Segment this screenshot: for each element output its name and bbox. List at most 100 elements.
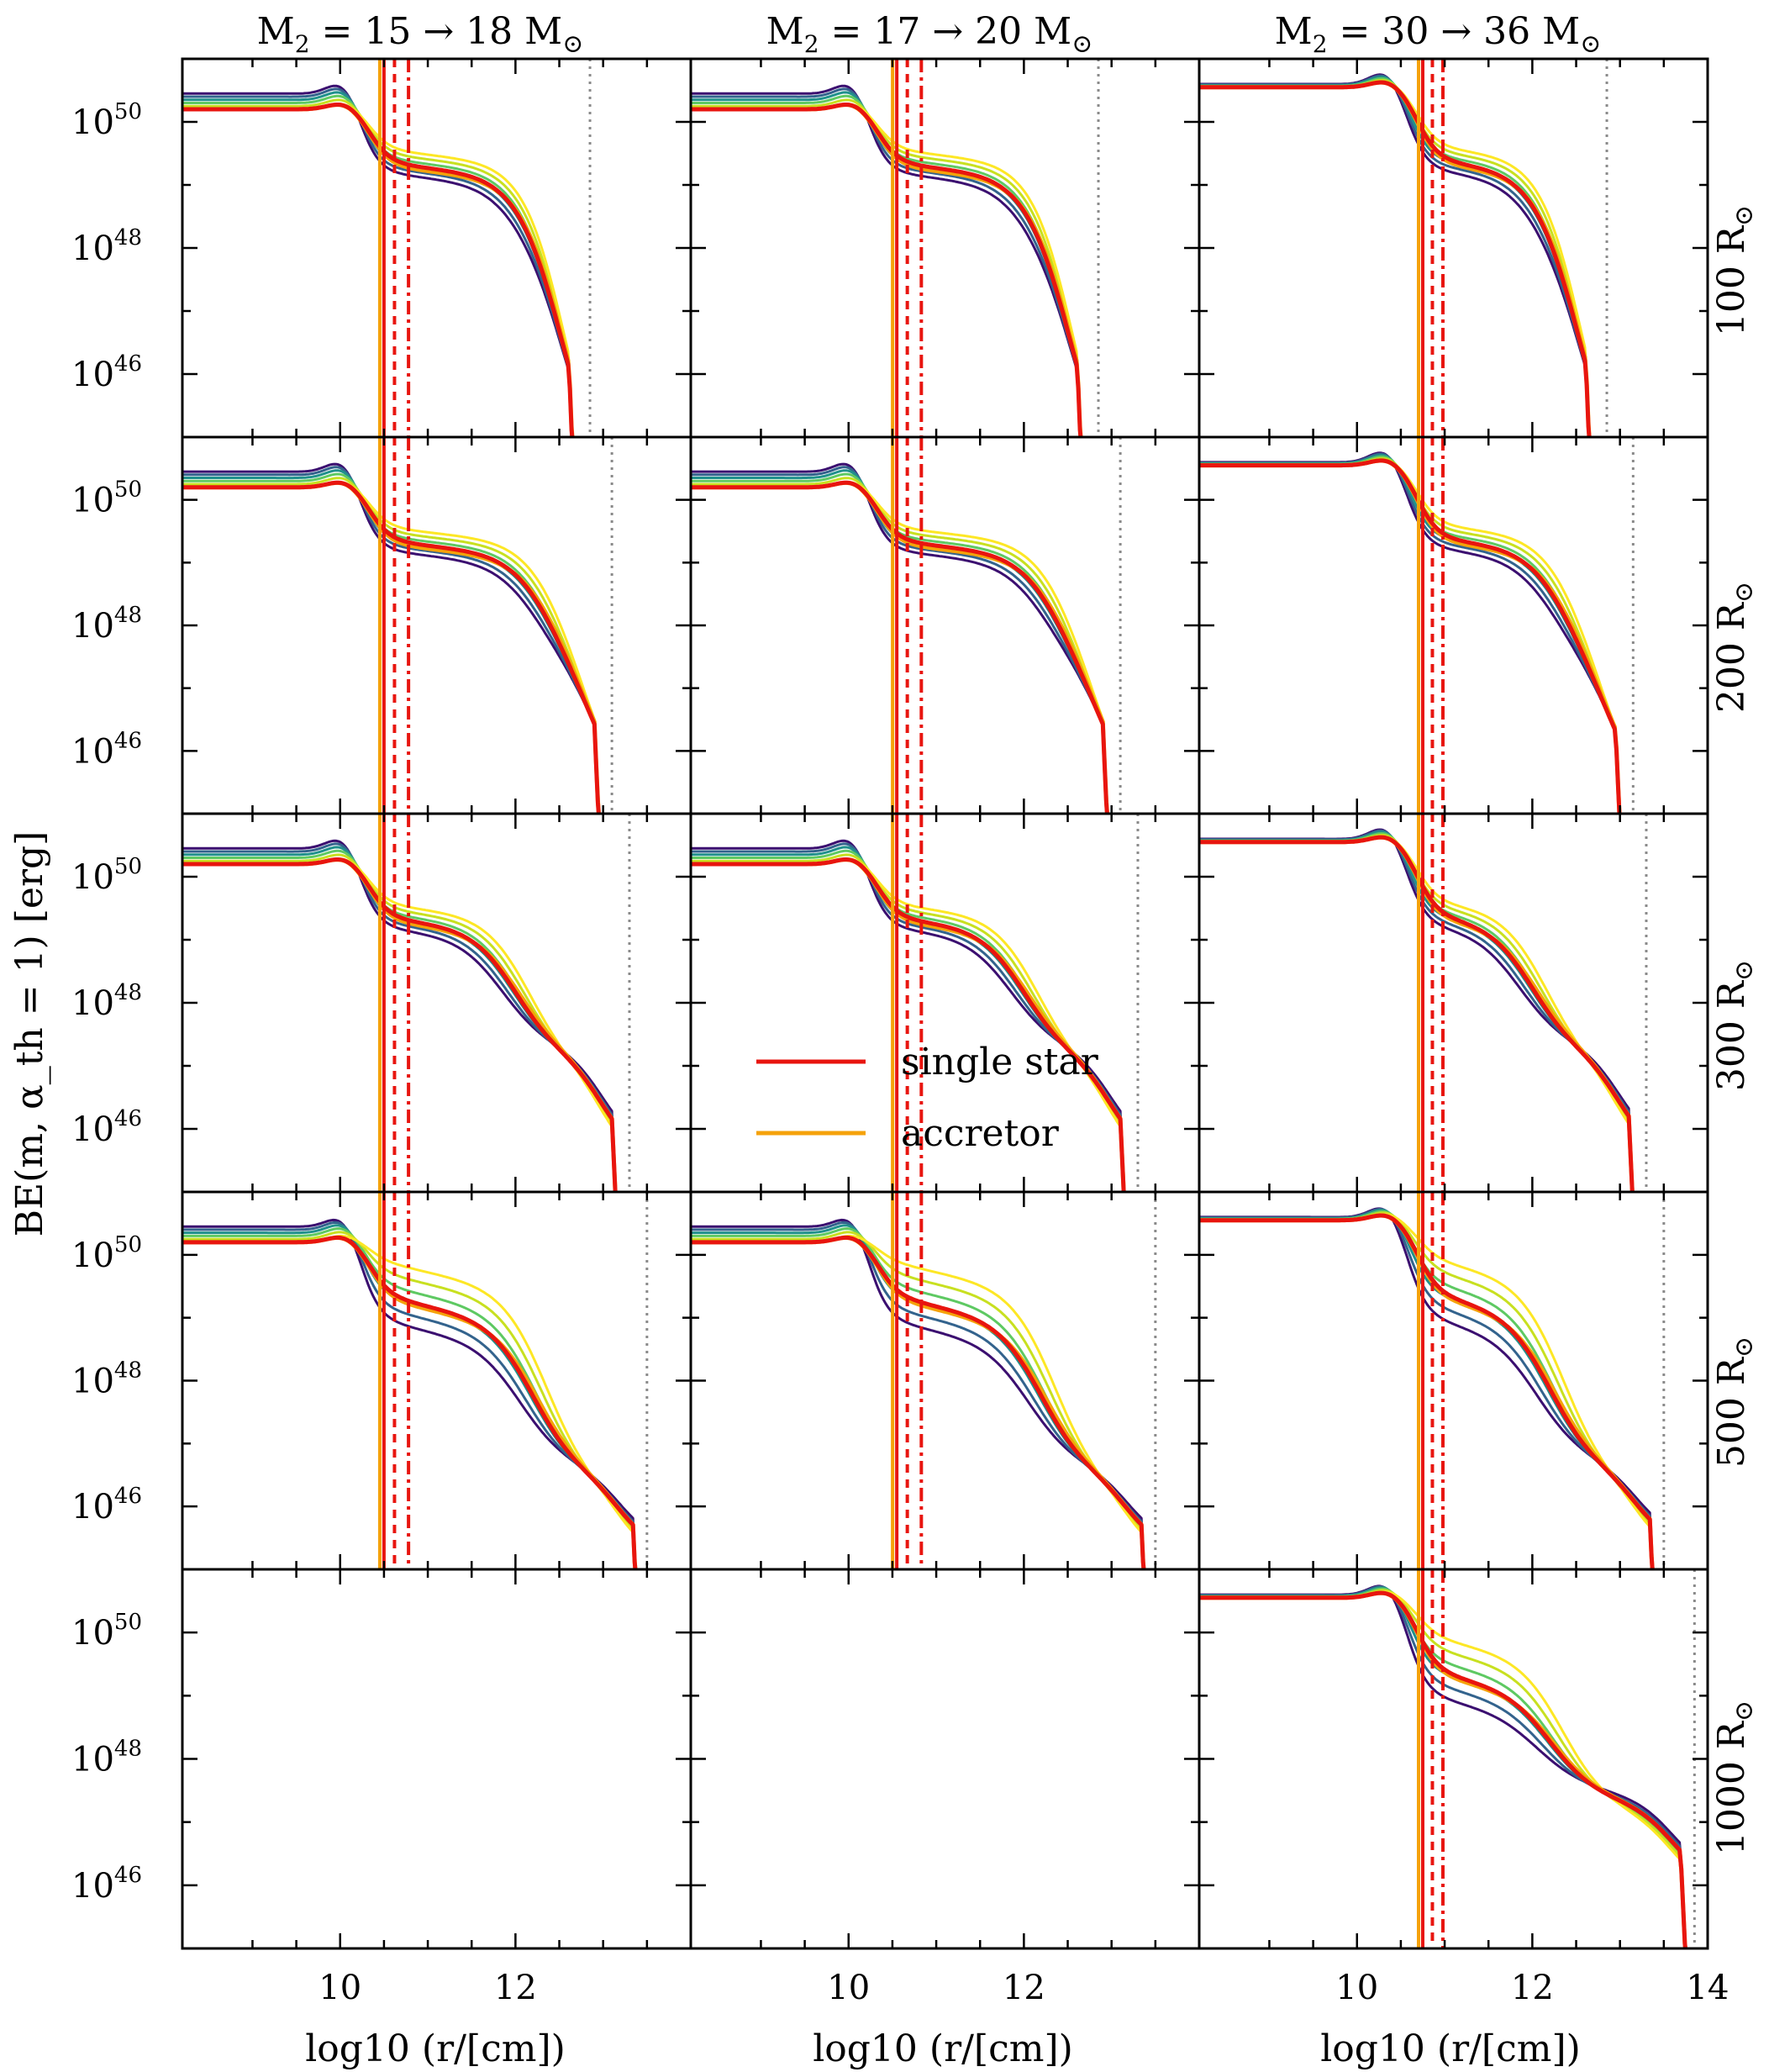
single-star-curve	[182, 1235, 638, 1569]
grid-model-curve	[1199, 1207, 1654, 1569]
y-axis-label: BE(m, α_th = 1) [erg]	[8, 831, 51, 1237]
row-label-2-text: 200 R	[1710, 601, 1753, 713]
row-label-2-sym: ⊙	[1729, 582, 1759, 603]
x-tick-label: 12	[494, 1969, 537, 2007]
x-tick-label: 12	[1003, 1969, 1045, 2007]
grid-model-curve	[1199, 1589, 1687, 1948]
grid-model-curve	[1199, 1585, 1687, 1948]
grid-model-curve	[1199, 1584, 1687, 1948]
column-title-3-rhs: = 30 → 36 M	[1328, 10, 1581, 53]
grid-model-curve	[1199, 456, 1621, 814]
grid-model-curve	[182, 1218, 637, 1569]
y-tick-label: 1048	[71, 1737, 142, 1779]
column-title-1-sym: ⊙	[562, 29, 583, 59]
grid-model-curve	[182, 839, 618, 1192]
grid-model-curve	[1199, 1209, 1654, 1569]
grid-model-curve	[1199, 1210, 1654, 1569]
y-tick-label: 1048	[71, 225, 142, 268]
grid-model-curve	[1199, 78, 1591, 437]
grid-model-curve	[691, 477, 1108, 814]
row-label-5-text: 1000 R	[1710, 1720, 1753, 1855]
x-axis-label-1: log10 (r/[cm])	[305, 2027, 566, 2070]
row-label-4: 500 R⊙	[1710, 1337, 1759, 1468]
column-title-1-rhs: = 15 → 18 M	[310, 10, 563, 53]
x-tick-label: 10	[1335, 1969, 1378, 2007]
single-star-curve	[1199, 1213, 1655, 1569]
row-label-2: 200 R⊙	[1710, 582, 1759, 713]
column-title-2-sym: ⊙	[1071, 29, 1092, 59]
grid-model-curve	[1199, 73, 1591, 437]
x-tick-label: 14	[1687, 1969, 1729, 2007]
grid-model-curve	[1199, 76, 1591, 437]
column-title-1: M2 = 15 → 18 M⊙	[257, 10, 584, 59]
legend-single-label: single star	[901, 1041, 1099, 1083]
svg-text:300 R⊙: 300 R⊙	[1710, 960, 1759, 1091]
svg-text:100 R⊙: 100 R⊙	[1710, 205, 1759, 336]
y-tick-label: 1050	[71, 854, 142, 897]
grid-model-curve	[1199, 1213, 1654, 1569]
y-tick-label: 1050	[71, 1232, 142, 1275]
x-tick-label: 10	[319, 1969, 361, 2007]
row-label-3: 300 R⊙	[1710, 960, 1759, 1091]
accretor-curve	[1199, 458, 1622, 814]
y-tick-label: 1046	[71, 1863, 142, 1906]
y-tick-label: 1046	[71, 351, 142, 394]
y-tick-label: 1046	[71, 1484, 142, 1526]
grid-model-curve	[691, 1221, 1145, 1569]
y-tick-label: 1048	[71, 980, 142, 1023]
y-tick-label: 1046	[71, 1106, 142, 1149]
column-title-3-lhs: M	[1275, 10, 1313, 53]
grid-model-curve	[691, 87, 1082, 437]
grid-model-curve	[691, 84, 1082, 437]
column-title-3-sub: 2	[1313, 30, 1328, 58]
grid-model-curve	[1199, 81, 1591, 437]
grid-model-curve	[1199, 1211, 1654, 1569]
vlines-layer	[377, 59, 1696, 1948]
grid-model-curve	[182, 849, 617, 1192]
row-label-5-sym: ⊙	[1729, 1700, 1759, 1721]
grid-model-curve	[1199, 74, 1591, 437]
grid-model-curve	[691, 98, 1082, 437]
y-tick-label: 1050	[71, 1610, 142, 1653]
column-title-2-sub: 2	[804, 30, 819, 58]
labels-layer: 1046 1048 1050 1046 1048 1050 1046 1048 1050 1046…	[71, 99, 1729, 2007]
grid-model-curve	[182, 1234, 636, 1569]
single-star-curve	[691, 103, 1083, 437]
svg-text:1000 R⊙: 1000 R⊙	[1710, 1700, 1759, 1855]
row-label-1-text: 100 R	[1710, 224, 1753, 336]
column-title-3-sym: ⊙	[1580, 29, 1601, 59]
column-title-1-sub: 2	[295, 30, 310, 58]
grid-model-curve	[182, 842, 618, 1192]
grid-model-curve	[182, 1231, 637, 1569]
x-tick-label: 10	[827, 1969, 870, 2007]
grid-model-curve	[691, 472, 1108, 814]
x-tick-label: 14	[1687, 1969, 1729, 2007]
grid-model-curve	[1199, 1590, 1687, 1948]
grid-model-curve	[1199, 451, 1621, 814]
grid-model-curve	[1199, 1587, 1687, 1948]
svg-text:200 R⊙: 200 R⊙	[1710, 582, 1759, 713]
single-star-curve	[1199, 1590, 1687, 1948]
panel-frame	[689, 435, 1201, 815]
single-star-curve	[691, 480, 1109, 814]
column-title-2-rhs: = 17 → 20 M	[819, 10, 1072, 53]
y-tick-label: 1048	[71, 1358, 142, 1401]
grid-model-curve	[1199, 458, 1621, 814]
single-star-curve	[1199, 458, 1622, 814]
panel-frame	[1198, 435, 1709, 815]
panel-frame	[181, 1568, 692, 1950]
frames-layer	[181, 57, 1709, 1950]
legend-accretor-label: accretor	[901, 1112, 1060, 1155]
y-tick-label: 1048	[71, 603, 142, 646]
y-tick-label: 1046	[71, 728, 142, 771]
svg-text:500 R⊙: 500 R⊙	[1710, 1337, 1759, 1468]
x-axis-label-3: log10 (r/[cm])	[1320, 2027, 1581, 2070]
column-title-1-lhs: M	[257, 10, 295, 53]
panel-frame	[1198, 57, 1709, 439]
single-star-curve	[182, 857, 618, 1192]
row-label-4-sym: ⊙	[1729, 1337, 1759, 1358]
panel-frame	[689, 1190, 1201, 1571]
panel-frame	[1198, 1568, 1709, 1950]
accretor-curve	[182, 1236, 638, 1569]
